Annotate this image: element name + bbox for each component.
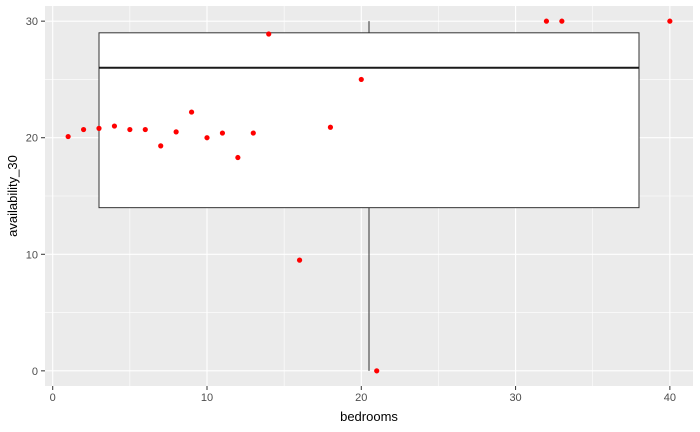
x-tick-label: 10 bbox=[201, 392, 213, 404]
data-point bbox=[158, 143, 164, 149]
x-tick-label: 40 bbox=[664, 392, 676, 404]
x-axis-title: bedrooms bbox=[340, 409, 398, 424]
data-point bbox=[111, 123, 118, 129]
x-tick-label: 0 bbox=[50, 392, 56, 404]
x-tick-label: 30 bbox=[509, 392, 521, 404]
box-iqr bbox=[98, 32, 640, 209]
data-point bbox=[80, 126, 87, 133]
data-points bbox=[65, 18, 673, 374]
data-point bbox=[235, 154, 241, 161]
data-point bbox=[358, 76, 364, 83]
data-point bbox=[543, 18, 550, 24]
data-point bbox=[65, 133, 71, 140]
data-point bbox=[266, 31, 272, 37]
data-point bbox=[296, 257, 303, 263]
boxplot bbox=[98, 21, 640, 371]
data-point bbox=[204, 135, 210, 141]
data-point bbox=[374, 368, 380, 374]
data-point bbox=[142, 126, 148, 133]
y-tick-label: 0 bbox=[32, 366, 38, 378]
y-axis-title: availability_30 bbox=[5, 155, 20, 237]
data-point bbox=[559, 18, 565, 24]
data-point bbox=[173, 129, 179, 135]
data-point bbox=[219, 130, 226, 136]
data-point bbox=[188, 109, 195, 115]
data-point bbox=[250, 130, 256, 136]
data-point bbox=[127, 126, 133, 133]
y-tick-label: 30 bbox=[26, 16, 38, 28]
y-tick-label: 10 bbox=[26, 249, 38, 261]
x-tick-label: 20 bbox=[355, 392, 367, 404]
y-axis: 0 10 20 30 bbox=[26, 16, 45, 378]
x-axis: 0 10 20 30 40 bbox=[50, 386, 676, 404]
y-tick-label: 20 bbox=[26, 133, 38, 145]
data-point bbox=[667, 18, 673, 24]
data-point bbox=[96, 125, 102, 131]
data-point bbox=[327, 124, 334, 130]
